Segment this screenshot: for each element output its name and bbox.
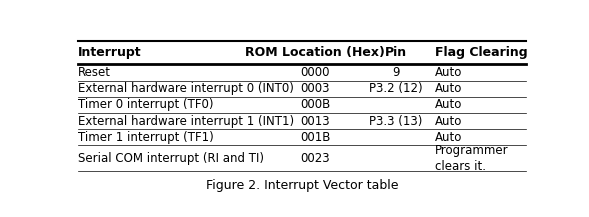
Text: Figure 2. Interrupt Vector table: Figure 2. Interrupt Vector table xyxy=(206,179,398,192)
Text: Interrupt: Interrupt xyxy=(78,46,142,59)
Text: 0023: 0023 xyxy=(300,152,330,165)
Text: Timer 1 interrupt (TF1): Timer 1 interrupt (TF1) xyxy=(78,131,214,144)
Text: Flag Clearing: Flag Clearing xyxy=(435,46,528,59)
Text: Auto: Auto xyxy=(435,82,462,95)
Text: Pin: Pin xyxy=(385,46,407,59)
Text: 001B: 001B xyxy=(300,131,330,144)
Text: Reset: Reset xyxy=(78,66,111,79)
Text: Auto: Auto xyxy=(435,115,462,128)
Text: 0000: 0000 xyxy=(300,66,330,79)
Text: 9: 9 xyxy=(392,66,399,79)
Text: Timer 0 interrupt (TF0): Timer 0 interrupt (TF0) xyxy=(78,98,214,111)
Text: P3.3 (13): P3.3 (13) xyxy=(369,115,422,128)
Text: Programmer
clears it.: Programmer clears it. xyxy=(435,144,509,173)
Text: External hardware interrupt 0 (INT0): External hardware interrupt 0 (INT0) xyxy=(78,82,294,95)
Text: Auto: Auto xyxy=(435,131,462,144)
Text: Auto: Auto xyxy=(435,66,462,79)
Text: 0013: 0013 xyxy=(300,115,330,128)
Text: ROM Location (Hex): ROM Location (Hex) xyxy=(246,46,385,59)
Text: Serial COM interrupt (RI and TI): Serial COM interrupt (RI and TI) xyxy=(78,152,264,165)
Text: 0003: 0003 xyxy=(300,82,330,95)
Text: P3.2 (12): P3.2 (12) xyxy=(369,82,423,95)
Text: Auto: Auto xyxy=(435,98,462,111)
Text: 000B: 000B xyxy=(300,98,330,111)
Text: External hardware interrupt 1 (INT1): External hardware interrupt 1 (INT1) xyxy=(78,115,294,128)
